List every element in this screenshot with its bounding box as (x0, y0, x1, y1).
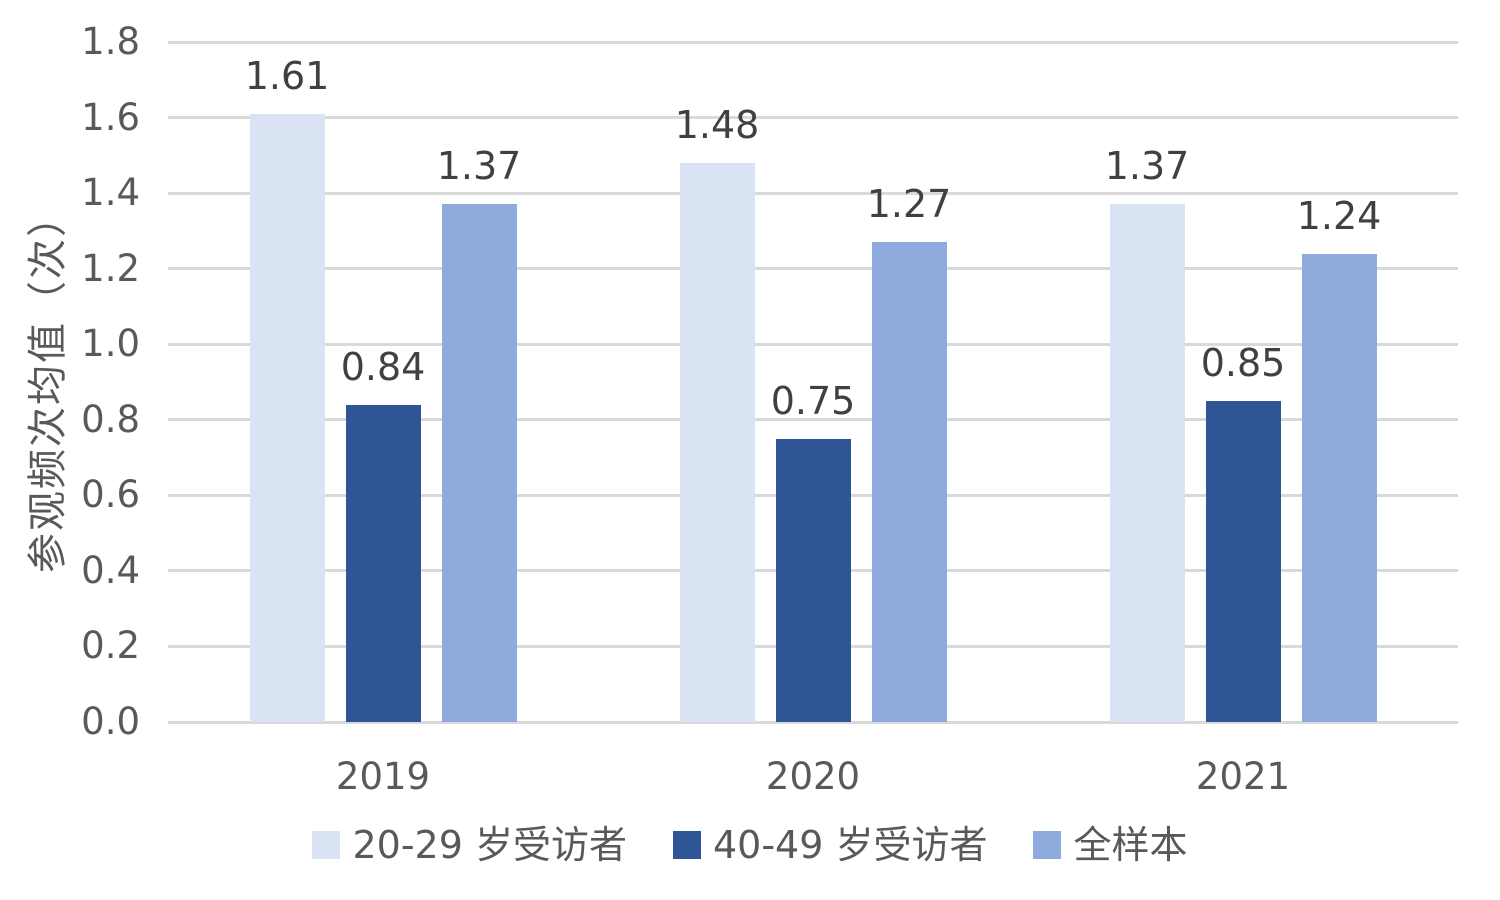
bar-2020-series-2 (775, 438, 851, 722)
legend-label: 40-49 岁受访者 (712, 823, 988, 867)
legend-swatch-icon (312, 831, 341, 859)
plot-area: 1.61 0.84 1.37 1.48 0.75 1.27 1.37 0.85 1.24 (168, 40, 1458, 724)
y-tick-label: 1.4 (81, 171, 140, 215)
value-label: 1.24 (1296, 193, 1382, 238)
gridline (168, 418, 1458, 422)
gridline (168, 191, 1458, 195)
legend: 20-29 岁受访者 40-49 岁受访者 全样本 (0, 820, 1500, 870)
y-tick-label: 1.2 (81, 246, 140, 290)
value-label: 1.37 (1104, 144, 1190, 189)
y-tick-label: 0.8 (81, 397, 140, 441)
value-label: 1.27 (866, 182, 952, 227)
legend-swatch-icon (672, 831, 701, 859)
y-tick-label: 0.2 (81, 624, 140, 668)
gridline (168, 342, 1458, 346)
bar-2021-series-3 (1301, 253, 1377, 722)
legend-item: 40-49 岁受访者 (672, 823, 988, 867)
value-label: 1.61 (244, 53, 330, 98)
value-label: 0.75 (770, 378, 856, 423)
bar-2021-series-1 (1109, 204, 1185, 722)
bar-2019-series-3 (441, 204, 517, 722)
bar-2020-series-1 (679, 162, 755, 722)
bar-2019-series-2 (345, 404, 421, 722)
y-tick-label: 0.4 (81, 548, 140, 592)
legend-label: 20-29 岁受访者 (352, 823, 627, 867)
x-axis-label: 2019 (335, 755, 431, 798)
x-axis-label: 2021 (1195, 755, 1291, 798)
gridline (168, 40, 1458, 44)
value-label: 1.48 (674, 102, 760, 147)
value-label: 0.85 (1200, 340, 1286, 385)
value-label: 0.84 (340, 344, 426, 389)
legend-item: 20-29 岁受访者 (312, 823, 627, 867)
gridline (168, 267, 1458, 271)
gridline (168, 116, 1458, 120)
legend-item: 全样本 (1033, 823, 1188, 867)
gridline (168, 720, 1458, 724)
value-label: 1.37 (436, 144, 522, 189)
bar-2019-series-1 (249, 113, 325, 722)
y-tick-label: 0.0 (81, 700, 140, 743)
x-axis-label: 2020 (765, 755, 861, 798)
y-tick-label: 1.8 (81, 20, 140, 63)
legend-swatch-icon (1033, 831, 1062, 859)
legend-label: 全样本 (1073, 823, 1188, 867)
y-tick-label: 0.6 (81, 473, 140, 517)
y-tick-label: 1.0 (81, 322, 140, 366)
bar-2021-series-2 (1205, 400, 1281, 722)
bar-2020-series-3 (871, 242, 947, 722)
y-tick-label: 1.6 (81, 95, 140, 139)
